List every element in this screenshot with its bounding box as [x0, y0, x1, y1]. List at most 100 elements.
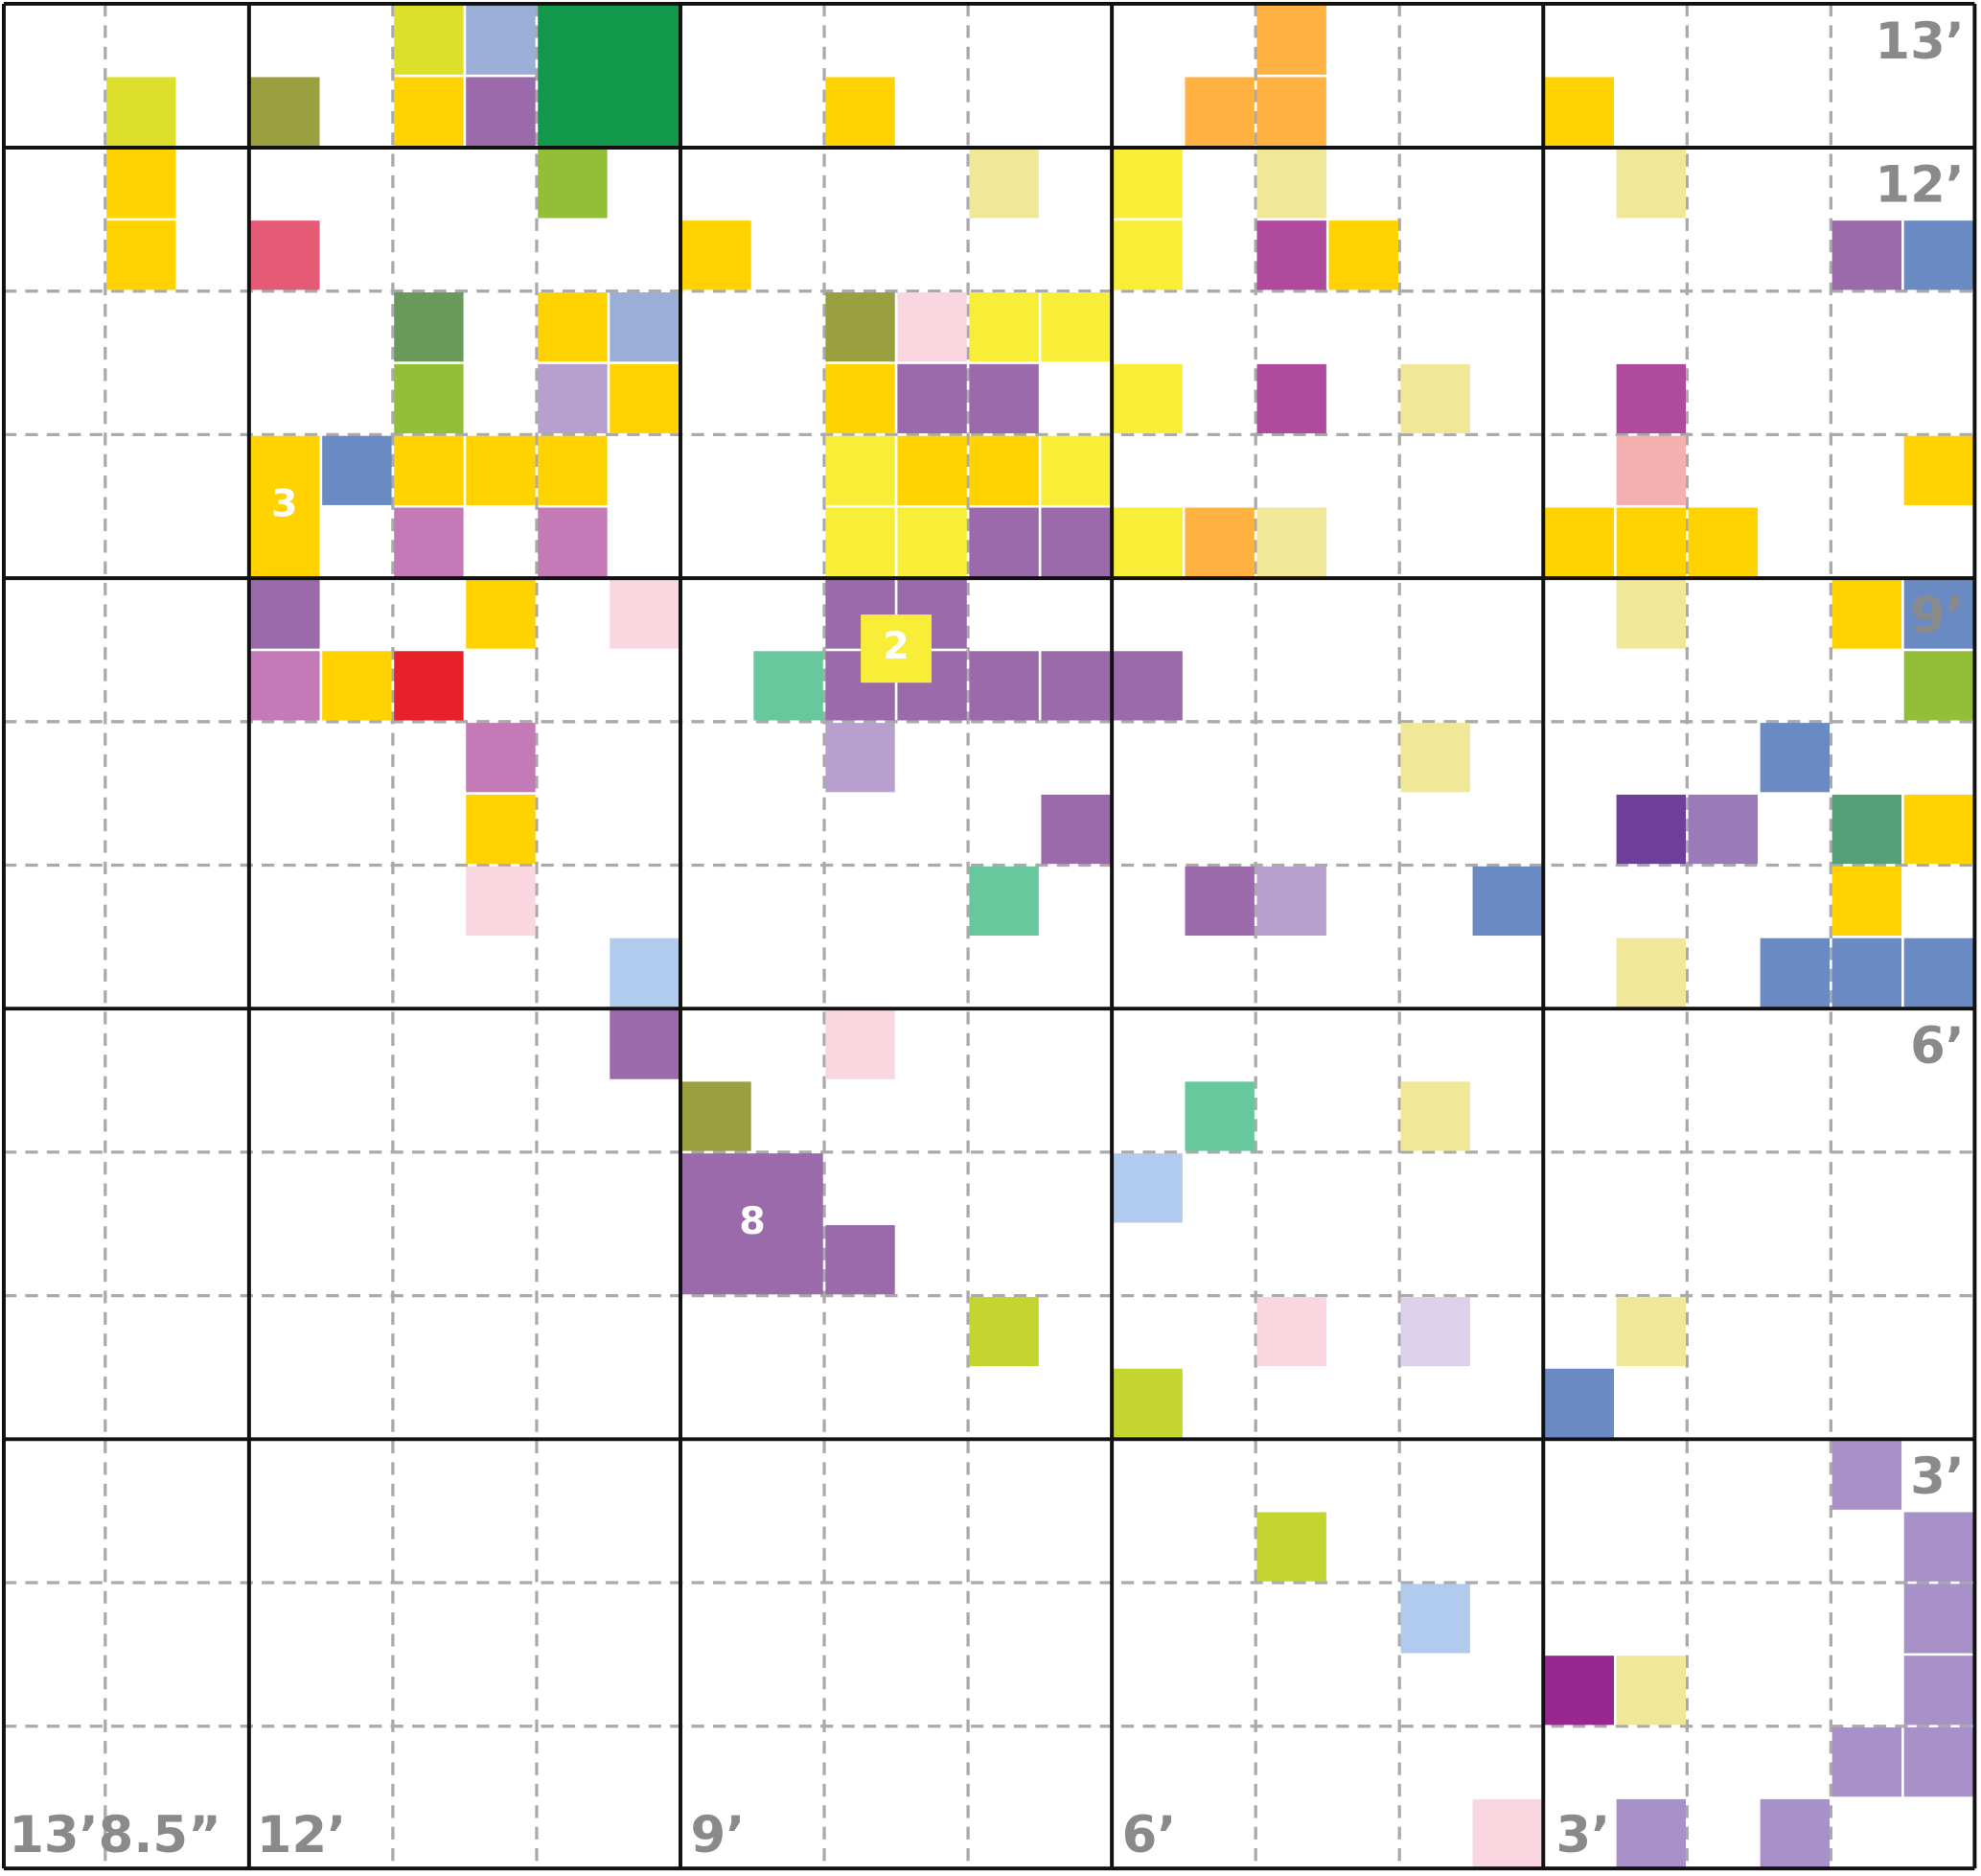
tile: [1831, 579, 1902, 649]
dimension-label: 13’: [1875, 12, 1964, 71]
tile: [1256, 507, 1326, 577]
tile: [1903, 938, 1974, 1007]
cells: [106, 5, 1974, 1869]
tile: [250, 579, 320, 649]
tile: [610, 938, 680, 1007]
tile: [1688, 507, 1759, 577]
tile: [1185, 1081, 1255, 1151]
tile: [466, 794, 536, 865]
tile: [825, 77, 895, 147]
tile: [1544, 507, 1614, 577]
tile: [1113, 363, 1183, 434]
tile: [1400, 1584, 1470, 1654]
dimension-label: 3’: [1910, 1448, 1965, 1506]
tile: [1544, 1656, 1614, 1725]
tile: [825, 363, 895, 434]
tile: [969, 363, 1039, 434]
tile: [897, 507, 967, 577]
minor-grid: [3, 3, 1975, 1869]
tile: [1256, 149, 1326, 219]
tile: [1616, 507, 1686, 577]
tile: [610, 1009, 680, 1079]
tile: [538, 291, 608, 362]
tile: [394, 5, 464, 75]
tile: [1903, 435, 1974, 505]
tile: [1831, 1727, 1902, 1797]
tile: [897, 435, 967, 505]
tile: [610, 291, 680, 362]
tile: [250, 435, 320, 577]
tile: [1041, 651, 1111, 721]
tile: [1616, 149, 1686, 219]
tile: [897, 363, 967, 434]
tile: [825, 723, 895, 793]
tile: [1616, 1296, 1686, 1367]
dimension-label: 12’: [1875, 156, 1964, 215]
tile: [825, 435, 895, 505]
tile: [394, 507, 464, 577]
tile: [1256, 1512, 1326, 1582]
tile: [1256, 866, 1326, 937]
dimension-label: 9’: [691, 1806, 746, 1864]
labels: 13’ 12’ 9’ 6’ 3’ 13’8.5” 12’ 9’ 6’ 3’ 3 2 8: [9, 12, 1965, 1864]
tile: [1400, 363, 1470, 434]
tile: [1185, 866, 1255, 937]
tile: [466, 435, 536, 505]
tile: [1113, 507, 1183, 577]
tile: [1616, 1656, 1686, 1725]
tile: [1831, 220, 1902, 290]
tile: [825, 1009, 895, 1079]
tile: [610, 579, 680, 649]
tile: [1544, 1368, 1614, 1438]
tile: [466, 5, 536, 75]
tile: [394, 435, 464, 505]
tile: [681, 1081, 751, 1151]
tile: [1185, 77, 1255, 147]
tile: [969, 291, 1039, 362]
tile: [1688, 794, 1759, 865]
tile: [1903, 651, 1974, 721]
tile: [1903, 1584, 1974, 1654]
tile: [538, 435, 608, 505]
tile: [753, 651, 823, 721]
tile: [1113, 1153, 1183, 1223]
tile: [1256, 77, 1326, 147]
tile: [1256, 1296, 1326, 1367]
dimension-label: 13’8.5”: [9, 1806, 221, 1864]
tile: [1903, 1512, 1974, 1582]
tile: [825, 291, 895, 362]
tile: [538, 507, 608, 577]
tile: [322, 435, 392, 505]
tile: [1400, 1081, 1470, 1151]
tile: [825, 507, 895, 577]
tile: [1041, 291, 1111, 362]
tile: [250, 77, 320, 147]
tile: [1472, 866, 1542, 937]
tile: [1903, 579, 1974, 649]
dimension-label: 9’: [1910, 587, 1965, 645]
tile: [1616, 794, 1686, 865]
tile: [681, 1153, 823, 1295]
dimension-label: 6’: [1122, 1806, 1177, 1864]
tile: [1616, 938, 1686, 1007]
tile: [969, 1296, 1039, 1367]
dimension-label: 3’: [1555, 1806, 1610, 1864]
tile: [1544, 77, 1614, 147]
tile: [1616, 435, 1686, 505]
tile: [1113, 149, 1183, 219]
tile: [466, 866, 536, 937]
tile: [1903, 220, 1974, 290]
tile: [1113, 220, 1183, 290]
tile: [1903, 794, 1974, 865]
tile: [1256, 363, 1326, 434]
tile: [1041, 435, 1111, 505]
tile: [1113, 1368, 1183, 1438]
tile: [394, 363, 464, 434]
dimension-label: 6’: [1910, 1017, 1965, 1076]
tile: [1831, 866, 1902, 937]
tile: [1256, 5, 1326, 75]
tile: [466, 579, 536, 649]
marker-label: 2: [883, 624, 910, 668]
